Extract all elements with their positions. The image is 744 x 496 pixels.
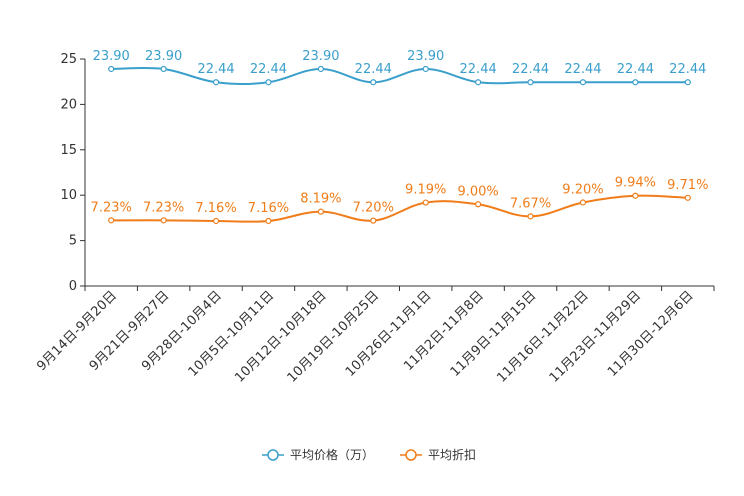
data-point[interactable] xyxy=(265,79,272,86)
legend-label: 平均折扣 xyxy=(428,447,476,462)
data-label: 22.44 xyxy=(617,62,654,77)
data-point[interactable] xyxy=(579,79,587,86)
data-point[interactable] xyxy=(527,79,534,86)
data-label: 8.19% xyxy=(300,192,341,207)
data-label: 7.20% xyxy=(353,201,394,216)
data-label: 22.44 xyxy=(460,62,497,77)
legend-item-1[interactable]: 平均折扣 xyxy=(400,447,476,462)
data-point[interactable] xyxy=(684,79,691,86)
data-label: 22.44 xyxy=(250,62,287,77)
legend-label: 平均价格（万） xyxy=(290,447,374,462)
legend-item-0[interactable]: 平均价格（万） xyxy=(262,447,374,462)
data-point[interactable] xyxy=(632,79,639,86)
data-label: 9.20% xyxy=(562,182,603,197)
legend-marker-icon xyxy=(405,449,417,461)
data-label: 22.44 xyxy=(512,62,549,77)
data-label: 9.00% xyxy=(457,184,498,199)
data-point[interactable] xyxy=(317,65,324,73)
data-point[interactable] xyxy=(632,192,639,199)
data-label: 23.90 xyxy=(93,49,130,64)
legend-marker-icon xyxy=(267,449,279,461)
data-point[interactable] xyxy=(422,199,429,206)
data-label: 22.44 xyxy=(355,62,392,77)
x-tick-label: 11月16日-11月22日 xyxy=(494,288,591,385)
data-label: 23.90 xyxy=(302,49,339,64)
x-axis: 9月14日-9月20日9月21日-9月27日9月28日-10月4日10月5日-1… xyxy=(34,285,715,386)
data-point[interactable] xyxy=(265,217,272,225)
data-point[interactable] xyxy=(317,208,324,215)
data-label: 7.23% xyxy=(143,200,184,215)
data-label: 23.90 xyxy=(145,49,182,64)
y-axis: 0 5 10 15 20 25 xyxy=(60,52,86,294)
data-point[interactable] xyxy=(160,65,167,73)
data-point[interactable] xyxy=(108,217,115,224)
data-label: 7.16% xyxy=(195,201,236,216)
data-point[interactable] xyxy=(422,65,429,73)
y-tick-label: 10 xyxy=(60,188,77,203)
data-label: 7.16% xyxy=(248,201,289,216)
data-label: 22.44 xyxy=(564,62,601,77)
data-point[interactable] xyxy=(527,213,534,220)
data-label: 9.71% xyxy=(667,178,708,193)
data-labels: 23.90 23.90 22.44 22.44 23.90 22.44 23.90 22.44… xyxy=(91,49,709,216)
data-point[interactable] xyxy=(684,194,691,201)
data-point[interactable] xyxy=(108,65,115,73)
data-point[interactable] xyxy=(579,199,587,206)
data-label: 22.44 xyxy=(197,62,234,77)
series-lines xyxy=(108,65,691,225)
series-line-1 xyxy=(111,194,688,223)
data-label: 9.94% xyxy=(615,176,656,191)
data-label: 22.44 xyxy=(669,62,706,77)
data-label: 23.90 xyxy=(407,49,444,64)
y-tick-label: 20 xyxy=(60,97,77,112)
y-tick-label: 0 xyxy=(69,279,77,294)
data-point[interactable] xyxy=(475,79,482,86)
data-point[interactable] xyxy=(212,217,220,225)
x-tick-label: 10月19日-10月25日 xyxy=(285,288,382,385)
legend[interactable]: 平均价格（万） 平均折扣 xyxy=(262,447,476,462)
data-label: 7.23% xyxy=(91,200,132,215)
data-point[interactable] xyxy=(475,201,482,208)
y-tick-label: 5 xyxy=(69,234,77,249)
data-point[interactable] xyxy=(370,217,377,224)
x-tick-label: 11月23日-11月29日 xyxy=(547,288,644,385)
data-point[interactable] xyxy=(370,79,377,86)
series-line-0 xyxy=(111,66,688,86)
y-tick-label: 15 xyxy=(60,143,77,158)
data-label: 9.19% xyxy=(405,183,446,198)
data-point[interactable] xyxy=(160,217,167,224)
y-tick-label: 25 xyxy=(60,52,77,67)
data-point[interactable] xyxy=(212,79,220,86)
x-tick-label: 10月12日-10月18日 xyxy=(232,288,329,385)
data-label: 7.67% xyxy=(510,196,551,211)
